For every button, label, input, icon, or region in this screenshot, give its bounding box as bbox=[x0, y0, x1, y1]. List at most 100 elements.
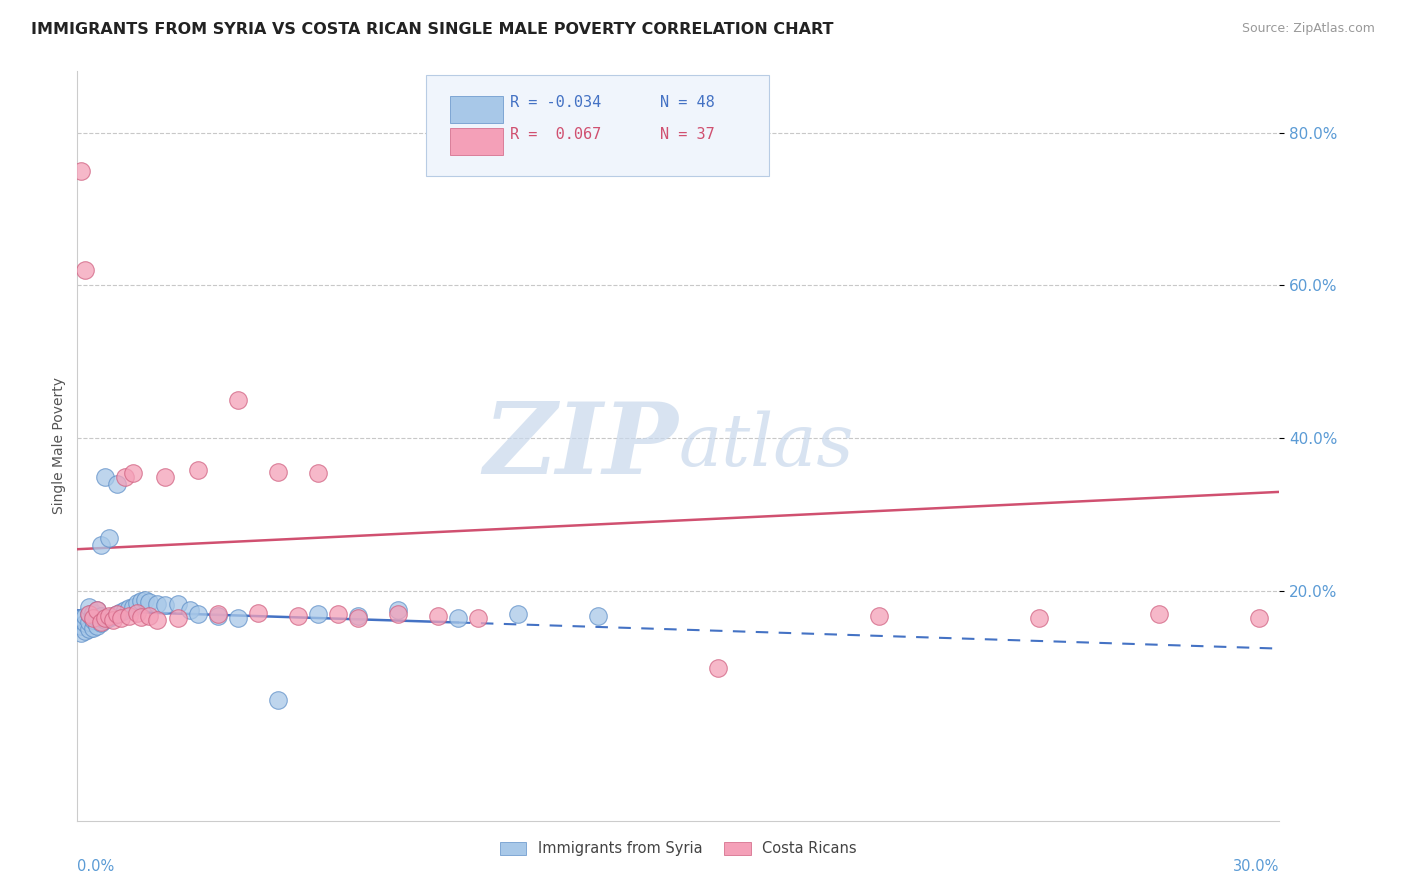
Point bbox=[107, 607, 129, 622]
Point bbox=[70, 626, 93, 640]
Point bbox=[467, 611, 489, 625]
Point bbox=[70, 618, 93, 632]
Point bbox=[75, 263, 97, 277]
Point bbox=[287, 608, 309, 623]
Point bbox=[122, 599, 145, 614]
Point bbox=[82, 606, 104, 620]
Point bbox=[110, 611, 132, 625]
Point bbox=[86, 603, 108, 617]
Point bbox=[79, 607, 101, 622]
Point bbox=[207, 608, 229, 623]
Point bbox=[127, 596, 149, 610]
Point bbox=[447, 611, 470, 625]
Point bbox=[75, 608, 97, 623]
Text: IMMIGRANTS FROM SYRIA VS COSTA RICAN SINGLE MALE POVERTY CORRELATION CHART: IMMIGRANTS FROM SYRIA VS COSTA RICAN SIN… bbox=[31, 22, 834, 37]
Point bbox=[131, 610, 153, 624]
Point bbox=[110, 605, 132, 619]
Point bbox=[347, 611, 370, 625]
Point bbox=[146, 613, 169, 627]
Point bbox=[1249, 611, 1271, 625]
Point bbox=[90, 616, 112, 631]
Point bbox=[98, 531, 121, 545]
Point bbox=[138, 608, 160, 623]
Text: ZIP: ZIP bbox=[484, 398, 679, 494]
Point bbox=[79, 607, 101, 622]
Point bbox=[226, 393, 249, 408]
Text: R = -0.034: R = -0.034 bbox=[510, 95, 602, 110]
Point bbox=[166, 597, 188, 611]
Point bbox=[75, 616, 97, 631]
Point bbox=[103, 613, 125, 627]
Point bbox=[1149, 607, 1171, 622]
Point bbox=[179, 603, 201, 617]
FancyBboxPatch shape bbox=[450, 96, 503, 123]
Point bbox=[246, 606, 269, 620]
Point bbox=[82, 621, 104, 635]
Point bbox=[186, 463, 209, 477]
Point bbox=[307, 466, 329, 480]
Point bbox=[79, 623, 101, 637]
Point bbox=[90, 608, 112, 623]
Point bbox=[307, 607, 329, 622]
Text: R =  0.067: R = 0.067 bbox=[510, 127, 602, 142]
Point bbox=[90, 538, 112, 552]
Point bbox=[94, 611, 117, 625]
Point bbox=[70, 611, 93, 625]
Point bbox=[387, 602, 409, 616]
Point bbox=[155, 598, 177, 612]
Point bbox=[122, 466, 145, 480]
Point bbox=[155, 469, 177, 483]
Point bbox=[94, 469, 117, 483]
Point bbox=[707, 661, 730, 675]
Point bbox=[207, 607, 229, 622]
Point bbox=[107, 607, 129, 622]
Point bbox=[1028, 611, 1050, 625]
Legend: Immigrants from Syria, Costa Ricans: Immigrants from Syria, Costa Ricans bbox=[494, 836, 863, 862]
Point bbox=[90, 615, 112, 629]
Text: N = 48: N = 48 bbox=[661, 95, 716, 110]
Point bbox=[114, 469, 136, 483]
Point bbox=[427, 608, 450, 623]
Point bbox=[146, 597, 169, 611]
Point bbox=[82, 611, 104, 625]
Point bbox=[86, 611, 108, 625]
Point bbox=[107, 477, 129, 491]
Point bbox=[508, 607, 530, 622]
Y-axis label: Single Male Poverty: Single Male Poverty bbox=[52, 377, 66, 515]
Point bbox=[94, 613, 117, 627]
Point bbox=[588, 608, 610, 623]
Point bbox=[326, 607, 349, 622]
Text: 0.0%: 0.0% bbox=[77, 859, 114, 874]
Point bbox=[75, 624, 97, 638]
Point bbox=[118, 601, 141, 615]
Point bbox=[98, 611, 121, 625]
Text: N = 37: N = 37 bbox=[661, 127, 716, 142]
Point bbox=[226, 611, 249, 625]
Point bbox=[79, 599, 101, 614]
Point bbox=[134, 593, 156, 607]
Point bbox=[70, 163, 93, 178]
Point bbox=[138, 595, 160, 609]
Point bbox=[186, 607, 209, 622]
Point bbox=[103, 608, 125, 623]
Text: 30.0%: 30.0% bbox=[1233, 859, 1279, 874]
Point bbox=[267, 693, 290, 707]
Point bbox=[267, 465, 290, 479]
Point bbox=[118, 608, 141, 623]
FancyBboxPatch shape bbox=[426, 75, 769, 177]
Point bbox=[86, 618, 108, 632]
Point bbox=[131, 594, 153, 608]
Point bbox=[98, 608, 121, 623]
Point bbox=[79, 615, 101, 629]
Point bbox=[868, 608, 890, 623]
Point bbox=[82, 613, 104, 627]
Text: atlas: atlas bbox=[679, 410, 853, 482]
FancyBboxPatch shape bbox=[450, 128, 503, 155]
Point bbox=[114, 603, 136, 617]
Point bbox=[166, 611, 188, 625]
Point bbox=[127, 606, 149, 620]
Text: Source: ZipAtlas.com: Source: ZipAtlas.com bbox=[1241, 22, 1375, 36]
Point bbox=[387, 607, 409, 622]
Point bbox=[86, 603, 108, 617]
Point bbox=[347, 608, 370, 623]
